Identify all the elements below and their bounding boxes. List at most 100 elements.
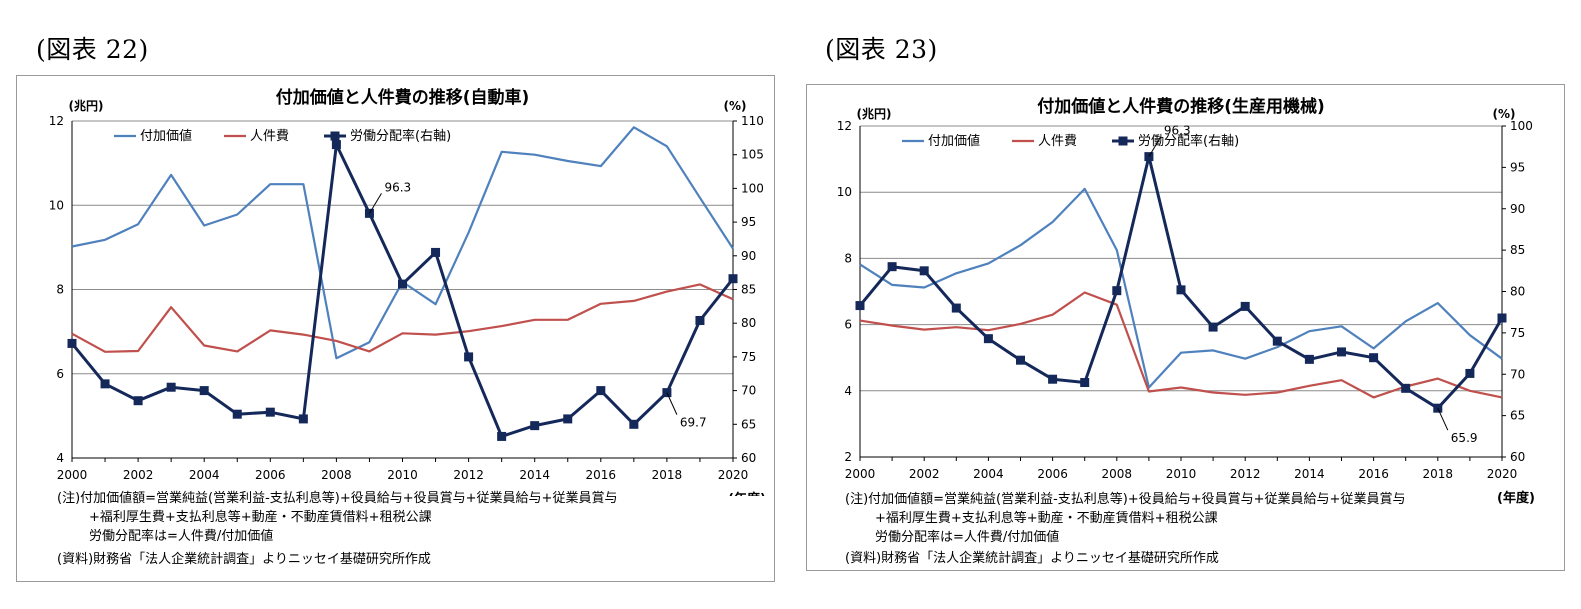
data-point (887, 262, 897, 272)
y-left-unit: (兆円) (857, 106, 892, 121)
data-point (629, 419, 639, 429)
data-point (951, 303, 961, 313)
chart-panel-automobile: 付加価値と人件費の推移(自動車) (兆円) (%) (年度) 4 6 8 10 12 60 65 70… (16, 75, 775, 582)
x-tick-label: 2002 (123, 468, 154, 482)
y-right-tick-label: 70 (1510, 367, 1525, 381)
series-line-2 (858, 155, 1504, 410)
data-point (855, 301, 865, 311)
y-left-tick-label: 12 (49, 114, 64, 128)
data-point (1208, 322, 1218, 332)
data-point (331, 140, 341, 150)
data-point (919, 266, 929, 276)
data-point (431, 247, 441, 257)
x-tick-label: 2014 (1294, 467, 1325, 481)
y-left-tick-label: 10 (837, 185, 852, 199)
y-right-tick-label: 95 (741, 215, 756, 229)
series-line-0 (859, 187, 1503, 389)
note-source: (資料)財務省「法人企業統計調査」よりニッセイ基礎研究所作成 (57, 552, 431, 567)
x-tick-label: 2010 (1166, 467, 1197, 481)
y-right-tick-label: 75 (1510, 326, 1525, 340)
y-left-tick-label: 12 (837, 119, 852, 133)
y-right-tick-label: 60 (1510, 450, 1525, 464)
y-left-tick-label: 8 (844, 251, 852, 265)
data-point (1048, 374, 1058, 384)
y-left-tick-label: 4 (56, 451, 64, 465)
series-line-1 (859, 291, 1503, 399)
note-definition: (注)付加価値額=営業純益(営業利益-支払利息等)+役員給与+役員賞与+従業員給… (57, 491, 618, 506)
figure-label: (図表 22) (36, 35, 149, 64)
annotation-label: 69.7 (680, 416, 707, 430)
data-point (1369, 353, 1379, 363)
legend-label: 人件費 (250, 129, 289, 144)
note-definition: (注)付加価値額=営業純益(営業利益-支払利息等)+役員給与+役員賞与+従業員給… (845, 492, 1406, 507)
x-tick-label: 2012 (1230, 467, 1261, 481)
y-right-tick-label: 85 (741, 283, 756, 297)
data-point (67, 338, 77, 348)
data-point (232, 409, 242, 419)
x-tick-label: 2008 (321, 468, 352, 482)
note-labor-share: 労働分配率は=人件費/付加価値 (875, 530, 1060, 545)
note-definition-cont: +福利厚生費+支払利息等+動産・不動産賃借料+租税公課 (875, 511, 1218, 526)
x-tick-label: 2006 (255, 468, 286, 482)
y-right-tick-label: 80 (1510, 285, 1525, 299)
x-tick-label: 2016 (586, 468, 617, 482)
chart-svg: 付加価値と人件費の推移(生産用機械) (兆円) (%) (年度) 2 4 6 8 10 12 60 6… (837, 96, 1535, 505)
y-right-tick-label: 90 (1510, 202, 1525, 216)
y-left-tick-label: 6 (56, 367, 64, 381)
data-point (1240, 301, 1250, 311)
y-right-tick-label: 75 (741, 350, 756, 364)
y-right-tick-label: 90 (741, 249, 756, 263)
x-axis-unit: (年度) (728, 491, 766, 496)
note-definition-cont: +福利厚生費+支払利息等+動産・不動産賃借料+租税公課 (89, 510, 432, 525)
x-tick-label: 2000 (845, 467, 876, 481)
y-right-tick-label: 95 (1510, 160, 1525, 174)
data-point (563, 414, 573, 424)
data-point (166, 382, 176, 392)
y-right-tick-label: 100 (1510, 119, 1533, 133)
data-point (695, 316, 705, 326)
x-tick-label: 2020 (1487, 467, 1518, 481)
chart-title: 付加価値と人件費の推移(生産用機械) (1037, 96, 1325, 117)
x-tick-label: 2002 (909, 467, 940, 481)
x-tick-label: 2008 (1102, 467, 1133, 481)
y-left-tick-label: 8 (56, 283, 64, 297)
legend-label: 付加価値 (928, 133, 980, 149)
y-left-tick-label: 6 (844, 318, 852, 332)
data-point (1304, 354, 1314, 364)
x-tick-label: 2018 (1423, 467, 1454, 481)
y-right-tick-label: 100 (741, 181, 764, 195)
data-point (1401, 383, 1411, 393)
annotation-leader (369, 193, 382, 214)
chart-panel-production-machinery: 付加価値と人件費の推移(生産用機械) (兆円) (%) (年度) 2 4 6 8 10 12 60 6… (806, 84, 1565, 571)
data-point (398, 279, 407, 289)
data-point (1337, 347, 1346, 357)
legend-label: 労働分配率(右軸) (350, 128, 451, 144)
data-point (497, 431, 507, 441)
note-source: (資料)財務省「法人企業統計調査」よりニッセイ基礎研究所作成 (845, 551, 1219, 566)
data-point (1497, 313, 1507, 323)
annotation-label: 96.3 (384, 180, 411, 194)
y-right-tick-label: 65 (1510, 409, 1525, 423)
legend-marker (330, 131, 340, 141)
y-right-tick-label: 105 (741, 148, 764, 162)
series-line-1 (71, 283, 734, 353)
data-point (596, 386, 606, 396)
data-point (1272, 336, 1282, 346)
x-tick-label: 2012 (453, 468, 484, 482)
data-point (1176, 285, 1186, 295)
annotation-leader (1437, 407, 1449, 431)
data-point (464, 352, 474, 362)
x-tick-label: 2010 (387, 468, 418, 482)
y-left-tick-label: 2 (844, 450, 852, 464)
note-labor-share: 労働分配率は=人件費/付加価値 (89, 529, 274, 544)
annotation-label: 65.9 (1451, 431, 1478, 445)
data-point (530, 421, 540, 431)
y-right-tick-label: 110 (741, 114, 764, 128)
data-point (199, 386, 209, 396)
legend-label: 労働分配率(右軸) (1138, 133, 1239, 149)
chart-svg: 付加価値と人件費の推移(自動車) (兆円) (%) (年度) 4 6 8 10 12 60 65 70… (49, 87, 766, 496)
x-tick-label: 2020 (718, 468, 749, 482)
data-point (133, 396, 143, 406)
legend-marker (1118, 136, 1128, 146)
y-right-tick-label: 85 (1510, 243, 1525, 257)
